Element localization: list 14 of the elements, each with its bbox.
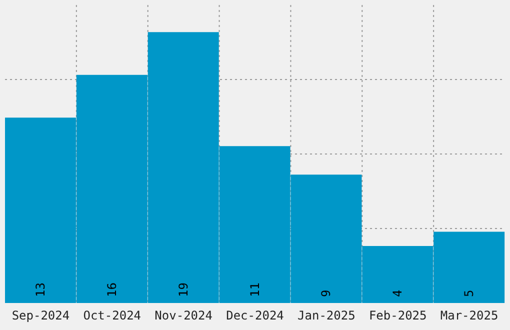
data-label: 16 [104,282,119,297]
x-tick-label: Nov-2024 [154,308,212,323]
x-tick-label: Dec-2024 [226,308,284,323]
data-label: 19 [176,282,190,297]
x-tick-label: Jan-2025 [298,308,356,323]
x-tick-label: Oct-2024 [83,308,142,323]
x-tick-label: Feb-2025 [368,308,427,323]
x-tick-label: Mar-2025 [440,308,498,323]
data-label: 4 [390,290,405,297]
data-label: 9 [319,290,334,297]
data-label: 5 [462,290,476,297]
data-label: 13 [34,282,48,297]
x-tick-label: Sep-2024 [12,308,70,323]
data-label: 11 [248,282,262,297]
